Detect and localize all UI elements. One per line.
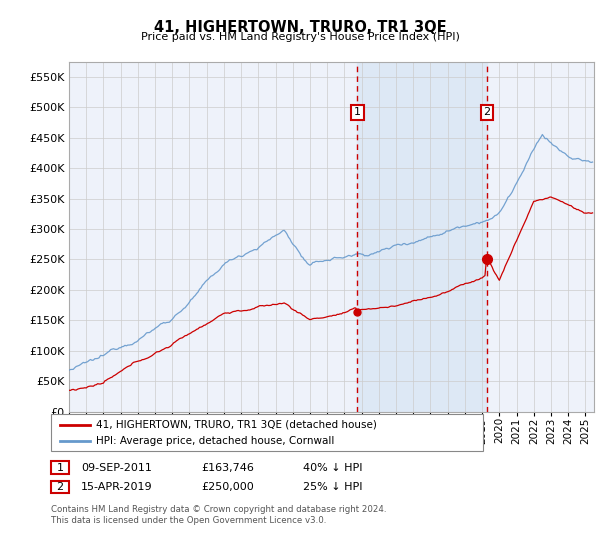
Text: 1: 1 bbox=[56, 463, 64, 473]
Text: 2: 2 bbox=[56, 482, 64, 492]
Text: 2: 2 bbox=[484, 108, 491, 118]
Text: Contains HM Land Registry data © Crown copyright and database right 2024.
This d: Contains HM Land Registry data © Crown c… bbox=[51, 505, 386, 525]
Text: 1: 1 bbox=[354, 108, 361, 118]
Text: 25% ↓ HPI: 25% ↓ HPI bbox=[303, 482, 362, 492]
Text: 09-SEP-2011: 09-SEP-2011 bbox=[81, 463, 152, 473]
Bar bbox=[358, 62, 487, 412]
Text: 41, HIGHERTOWN, TRURO, TR1 3QE (detached house): 41, HIGHERTOWN, TRURO, TR1 3QE (detached… bbox=[96, 419, 377, 430]
Text: HPI: Average price, detached house, Cornwall: HPI: Average price, detached house, Corn… bbox=[96, 436, 334, 446]
Text: Price paid vs. HM Land Registry's House Price Index (HPI): Price paid vs. HM Land Registry's House … bbox=[140, 32, 460, 43]
Text: 40% ↓ HPI: 40% ↓ HPI bbox=[303, 463, 362, 473]
Text: £163,746: £163,746 bbox=[201, 463, 254, 473]
Text: £250,000: £250,000 bbox=[201, 482, 254, 492]
Text: 15-APR-2019: 15-APR-2019 bbox=[81, 482, 152, 492]
Text: 41, HIGHERTOWN, TRURO, TR1 3QE: 41, HIGHERTOWN, TRURO, TR1 3QE bbox=[154, 20, 446, 35]
